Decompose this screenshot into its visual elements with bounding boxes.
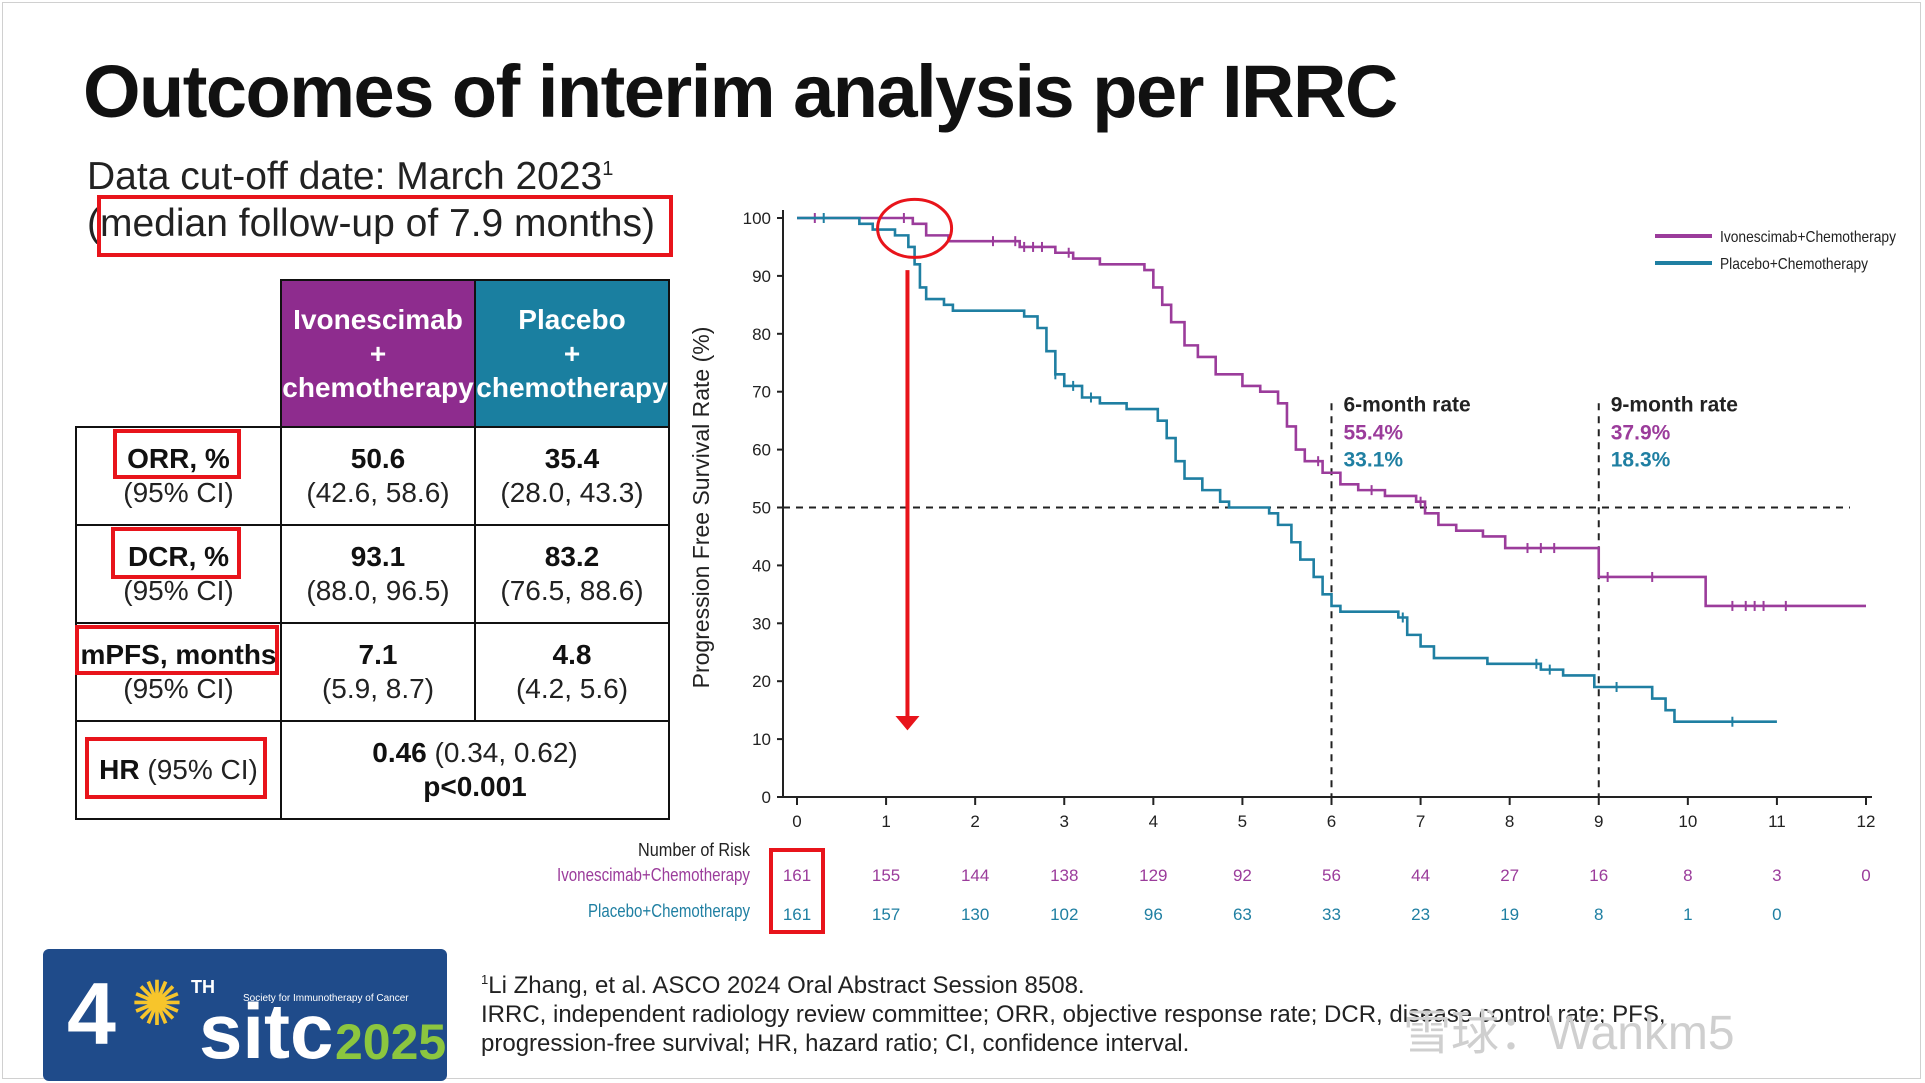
data-cutoff-text: Data cut-off date: March 20231 — [87, 155, 614, 198]
row-label-hr: HR — [99, 754, 140, 785]
sitc-2025-logo: 4 ✺ TH Society for Immunotherapy of Canc… — [43, 949, 447, 1081]
row-label-orr: ORR, % — [127, 443, 230, 474]
milestone-label: 9-month rate — [1611, 393, 1738, 416]
risk-count-ivo: 0 — [1861, 866, 1870, 885]
orr-highlight-box — [113, 429, 241, 479]
table-row: DCR, % (95% CI) 93.1 (88.0, 96.5) 83.2 (76.… — [75, 524, 670, 624]
y-tick-label: 10 — [752, 730, 771, 749]
x-tick-label: 10 — [1678, 812, 1697, 831]
risk-count-ivo: 3 — [1772, 866, 1781, 885]
followup-highlight-box — [97, 195, 673, 257]
x-tick-label: 3 — [1060, 812, 1069, 831]
y-tick-label: 0 — [762, 788, 771, 807]
milestone-pbo-rate: 18.3% — [1611, 448, 1671, 471]
placebo-survival-curve — [797, 216, 1777, 724]
risk-count-pbo: 0 — [1772, 905, 1781, 924]
milestone-ivo-rate: 37.9% — [1611, 421, 1671, 444]
x-tick-label: 5 — [1238, 812, 1247, 831]
legend-label: Placebo+Chemotherapy — [1720, 256, 1868, 273]
y-tick-label: 70 — [752, 383, 771, 402]
dcr-highlight-box — [111, 527, 241, 579]
x-tick-label: 6 — [1327, 812, 1336, 831]
risk-count-pbo: 161 — [783, 905, 811, 924]
table-row: ORR, % (95% CI) 50.6 (42.6, 58.6) 35.4 (28.… — [75, 426, 670, 526]
red-arrow-head — [895, 715, 920, 731]
risk-count-pbo: 102 — [1050, 905, 1078, 924]
x-tick-label: 1 — [881, 812, 890, 831]
y-axis-label: Progression Free Survival Rate (%) — [688, 327, 714, 689]
results-table: Ivonescimab + chemotherapy Placebo + chemoth… — [75, 279, 670, 820]
table-row: HR (95% CI) 0.46 (0.34, 0.62) p<0.001 — [75, 720, 670, 820]
y-tick-label: 50 — [752, 499, 771, 518]
x-tick-label: 2 — [970, 812, 979, 831]
risk-count-pbo: 1 — [1683, 905, 1692, 924]
watermark-text: 雪球：Wankm5 — [1403, 1007, 1735, 1060]
risk-count-ivo: 138 — [1050, 866, 1078, 885]
milestone-ivo-rate: 55.4% — [1344, 421, 1404, 444]
x-tick-label: 8 — [1505, 812, 1514, 831]
risk-count-ivo: 155 — [872, 866, 900, 885]
risk-count-ivo: 16 — [1589, 866, 1608, 885]
risk-count-pbo: 63 — [1233, 905, 1252, 924]
row-label-mpfs: mPFS, months — [80, 639, 277, 670]
risk-count-pbo: 8 — [1594, 905, 1603, 924]
risk-count-ivo: 56 — [1322, 866, 1341, 885]
risk-count-ivo: 27 — [1500, 866, 1519, 885]
y-tick-label: 20 — [752, 672, 771, 691]
slide-title: Outcomes of interim analysis per IRRC — [83, 50, 1398, 133]
y-tick-label: 60 — [752, 441, 771, 460]
row-label-dcr: DCR, % — [127, 541, 230, 572]
risk-count-pbo: 19 — [1500, 905, 1519, 924]
risk-count-ivo: 129 — [1139, 866, 1167, 885]
y-tick-label: 30 — [752, 614, 771, 633]
y-tick-label: 90 — [752, 267, 771, 286]
median-followup-text: (median follow-up of 7.9 months) — [87, 202, 655, 245]
ivonescimab-survival-curve — [797, 216, 1866, 608]
legend-label: Ivonescimab+Chemotherapy — [1720, 229, 1896, 246]
risk-table-header: Number of Risk — [638, 840, 751, 860]
milestone-label: 6-month rate — [1344, 393, 1471, 416]
footnote: 1Li Zhang, et al. ASCO 2024 Oral Abstrac… — [481, 972, 1666, 1057]
risk-row-label-ivo: Ivonescimab+Chemotherapy — [557, 865, 750, 885]
risk-count-ivo: 8 — [1683, 866, 1692, 885]
x-tick-label: 7 — [1416, 812, 1425, 831]
x-tick-label: 0 — [792, 812, 801, 831]
risk-count-ivo: 92 — [1233, 866, 1252, 885]
y-tick-label: 80 — [752, 325, 771, 344]
baseline-risk-highlight-box — [769, 848, 825, 934]
hr-highlight-box — [85, 737, 267, 799]
risk-count-pbo: 23 — [1411, 905, 1430, 924]
y-tick-label: 40 — [752, 556, 771, 575]
risk-count-pbo: 96 — [1144, 905, 1163, 924]
risk-count-ivo: 44 — [1411, 866, 1430, 885]
x-tick-label: 4 — [1149, 812, 1158, 831]
milestone-pbo-rate: 33.1% — [1344, 448, 1404, 471]
x-tick-label: 12 — [1857, 812, 1876, 831]
risk-count-pbo: 157 — [872, 905, 900, 924]
x-tick-label: 11 — [1768, 812, 1786, 831]
divergence-highlight-circle — [876, 197, 954, 259]
hr-value: 0.46 (0.34, 0.62) p<0.001 — [280, 720, 670, 820]
y-tick-label: 100 — [743, 209, 771, 228]
risk-row-label-pbo: Placebo+Chemotherapy — [588, 901, 750, 921]
header-placebo: Placebo + chemotherapy — [474, 279, 670, 428]
risk-count-pbo: 130 — [961, 905, 989, 924]
sunburst-icon: ✺ — [131, 970, 183, 1039]
x-tick-label: 9 — [1594, 812, 1603, 831]
risk-count-ivo: 144 — [961, 866, 989, 885]
risk-count-pbo: 33 — [1322, 905, 1341, 924]
risk-count-ivo: 161 — [783, 866, 811, 885]
header-ivonescimab: Ivonescimab + chemotherapy — [280, 279, 476, 428]
mpfs-highlight-box — [75, 625, 279, 675]
